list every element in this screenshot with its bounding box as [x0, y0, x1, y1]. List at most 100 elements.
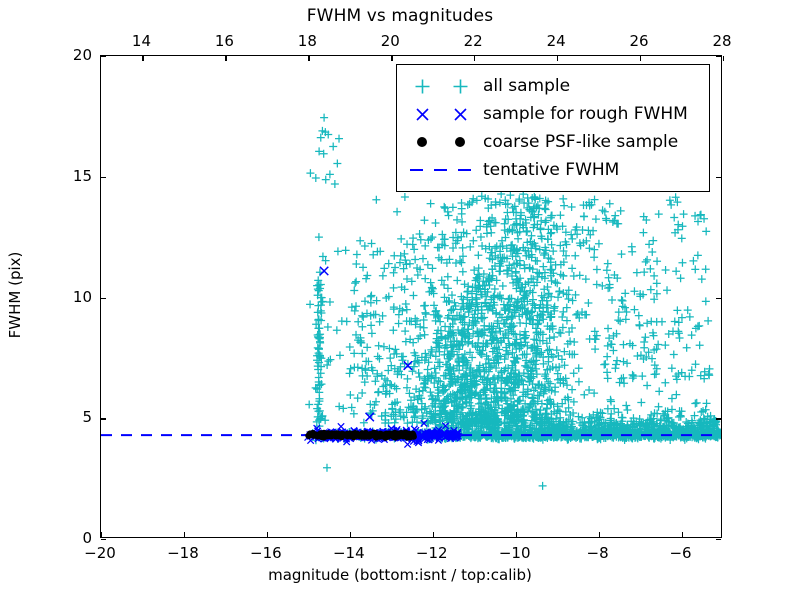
data-point-plus: [465, 432, 474, 441]
data-point-plus: [689, 256, 698, 265]
data-point-plus: [655, 387, 664, 396]
data-point-plus: [622, 308, 631, 317]
y-axis-label: FWHM (pix): [6, 251, 24, 339]
data-point-plus: [621, 289, 630, 298]
data-point-plus: [562, 303, 571, 312]
data-point-plus: [500, 219, 509, 228]
data-point-plus: [697, 275, 706, 284]
data-point-plus: [643, 255, 652, 264]
data-point-plus: [515, 195, 524, 204]
data-point-plus: [528, 295, 537, 304]
data-point-plus: [400, 249, 409, 258]
data-point-plus: [678, 258, 687, 267]
data-point-plus: [403, 419, 412, 428]
x-tick-label-bottom: −16: [250, 544, 282, 562]
data-point-plus: [556, 211, 565, 220]
y-tick-right: [716, 297, 721, 299]
data-point-plus: [654, 402, 663, 411]
legend-label-tentative-fwhm: tentative FWHM: [483, 160, 620, 180]
data-point-plus: [654, 210, 663, 219]
data-point-plus: [569, 397, 578, 406]
data-point-plus: [614, 316, 623, 325]
data-point-plus: [604, 324, 613, 333]
data-point-plus: [458, 243, 467, 252]
data-point-plus: [474, 251, 483, 260]
data-point-plus: [434, 343, 443, 352]
x-tick-label-top: 28: [712, 32, 732, 50]
data-point-plus: [390, 251, 399, 260]
data-point-plus: [653, 257, 662, 266]
data-point-plus: [623, 406, 632, 415]
data-point-plus: [558, 323, 567, 332]
data-point-plus: [630, 305, 639, 314]
data-point-plus: [349, 409, 358, 418]
data-point-plus: [574, 412, 583, 421]
y-tick-left: [101, 418, 106, 420]
data-point-dot: [396, 431, 403, 438]
x-tick-label-top: 20: [380, 32, 400, 50]
data-point-plus: [491, 433, 500, 442]
data-point-plus: [332, 326, 341, 335]
x-tick-top: [640, 56, 642, 61]
y-tick-left: [101, 176, 106, 179]
data-point-plus: [418, 254, 427, 263]
data-point-plus: [358, 389, 367, 398]
data-point-plus: [568, 234, 577, 243]
data-point-plus: [423, 365, 432, 374]
scatter-plot-svg: [101, 113, 721, 490]
data-point-plus: [345, 343, 354, 352]
data-point-plus: [347, 403, 356, 412]
data-point-plus: [403, 374, 412, 383]
data-point-plus: [401, 300, 410, 308]
data-point-plus: [606, 395, 615, 404]
data-point-plus: [397, 234, 406, 243]
data-point-plus: [353, 363, 362, 372]
data-point-plus: [322, 463, 331, 472]
data-point-plus: [552, 346, 561, 355]
data-point-plus: [430, 301, 439, 310]
data-point-plus: [637, 398, 646, 407]
data-point-plus: [692, 398, 701, 407]
data-point-plus: [652, 279, 661, 288]
data-point-plus: [508, 203, 517, 212]
data-point-plus: [616, 317, 625, 326]
data-point-plus: [444, 211, 453, 220]
data-point-plus: [670, 213, 679, 222]
x-tick-top: [557, 56, 559, 61]
data-point-plus: [490, 373, 499, 382]
data-point-plus: [667, 394, 676, 403]
data-point-plus: [555, 287, 564, 296]
x-tick-top: [391, 56, 393, 61]
data-point-plus: [420, 301, 429, 310]
data-point-dot: [336, 431, 343, 438]
data-point-plus: [551, 278, 560, 287]
data-point-plus: [554, 293, 563, 302]
data-point-plus: [575, 271, 584, 280]
data-point-plus: [410, 245, 419, 254]
data-point-plus: [672, 267, 681, 276]
data-point-plus: [431, 218, 440, 227]
data-point-plus: [568, 385, 577, 394]
data-point-plus: [335, 351, 344, 360]
data-point-plus: [693, 251, 702, 260]
data-point-dot: [382, 431, 389, 438]
data-point-plus: [352, 302, 361, 311]
data-point-plus: [389, 305, 398, 314]
data-point-plus: [359, 313, 368, 322]
data-point-plus: [346, 390, 355, 399]
data-point-plus: [379, 342, 388, 351]
data-point-plus: [391, 345, 400, 354]
data-point-plus: [679, 210, 688, 219]
data-point-plus: [559, 194, 568, 203]
data-point-plus: [590, 253, 599, 262]
data-point-plus: [492, 308, 501, 317]
data-point-plus: [458, 267, 467, 276]
data-point-plus: [506, 191, 515, 200]
data-point-plus: [691, 265, 700, 274]
data-point-plus: [541, 218, 550, 227]
data-point-plus: [641, 257, 650, 266]
data-point-plus: [702, 227, 711, 236]
data-point-plus: [524, 199, 533, 208]
data-point-plus: [305, 400, 314, 409]
data-point-plus: [333, 159, 342, 168]
